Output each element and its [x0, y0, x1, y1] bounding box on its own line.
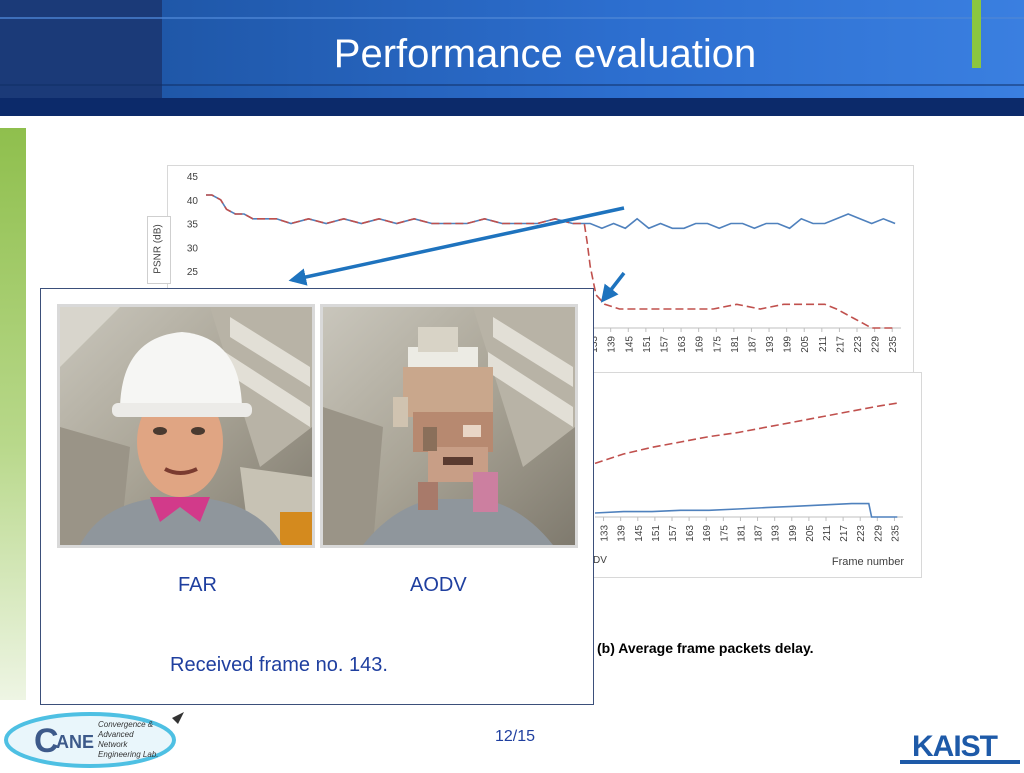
- page-number: 12/15: [494, 728, 536, 745]
- header-band: Performance evaluation: [0, 0, 1024, 116]
- x-tick-label: 205: [800, 336, 811, 353]
- header-gradient: [162, 0, 1024, 98]
- y-tick-label: 30: [187, 243, 199, 254]
- psnr-ylabel-box: [147, 216, 171, 284]
- cane-lab-logo: C ANE Convergence & Advanced Network Eng…: [4, 710, 204, 768]
- kaist-logo: KAIST: [912, 730, 998, 763]
- legend-entry: DV: [593, 555, 607, 566]
- far-worker-picture: [60, 307, 312, 545]
- x-tick-label: 193: [765, 336, 776, 353]
- x-tick-label: 235: [888, 336, 899, 353]
- aodv-label: AODV: [410, 574, 467, 596]
- x-tick-label: 163: [685, 525, 696, 542]
- delay-chart: 133 139 145 151 157 163 169 175 181 187 193 199 205 2…: [593, 402, 904, 568]
- received-frame-caption: Received frame no. 143.: [170, 654, 388, 676]
- y-tick-label: 35: [187, 220, 199, 231]
- x-tick-label: 169: [702, 525, 713, 542]
- logo-initials: ANE: [56, 732, 94, 752]
- x-tick-label: 151: [651, 525, 662, 542]
- header-dark-block: [0, 0, 162, 98]
- aodv-worker-picture: [323, 307, 575, 545]
- x-tick-label: 229: [873, 525, 884, 542]
- x-tick-label: 193: [771, 525, 782, 542]
- x-tick-label: 175: [712, 336, 723, 353]
- logo-line-2: Advanced: [97, 730, 134, 739]
- x-tick-label: 199: [788, 525, 799, 542]
- series-line-1: [594, 502, 898, 518]
- x-tick-label: 145: [624, 336, 635, 353]
- x-tick-label: 175: [719, 525, 730, 542]
- x-tick-label: 151: [642, 336, 653, 353]
- x-tick-label: 211: [818, 336, 829, 352]
- x-tick-label: 169: [695, 336, 706, 353]
- header-rule-top: [0, 17, 1024, 19]
- kaist-logo-underline: [900, 760, 1020, 764]
- x-tick-label: 139: [607, 336, 618, 353]
- logo-line-3: Network: [98, 740, 128, 749]
- x-tick-label: 181: [730, 336, 741, 353]
- x-tick-label: 187: [747, 336, 758, 353]
- x-tick-label: 139: [617, 525, 628, 542]
- x-tick-label: 157: [668, 525, 679, 542]
- x-tick-label: 145: [634, 525, 645, 542]
- y-tick-label: 25: [187, 267, 199, 278]
- x-tick-label: 205: [805, 525, 816, 542]
- x-tick-label: 187: [754, 525, 765, 542]
- delay-chart-frame: 133 139 145 151 157 163 169 175 181 187 193 199 205 2…: [590, 372, 922, 578]
- x-tick-label: 211: [822, 525, 833, 541]
- aodv-frame-image: [320, 304, 578, 548]
- y-tick-label: 45: [187, 172, 199, 183]
- x-tick-label: 181: [736, 525, 747, 542]
- x-tick-label: 223: [856, 525, 867, 542]
- x-axis-label: Frame number: [832, 556, 904, 568]
- logo-line-1: Convergence &: [98, 720, 153, 729]
- x-tick-label: 223: [853, 336, 864, 353]
- slide-title: Performance evaluation: [333, 32, 757, 76]
- svg-text:C: C: [34, 722, 59, 760]
- delay-chart-caption: (b) Average frame packets delay.: [597, 640, 814, 656]
- far-frame-image: [57, 304, 315, 548]
- header-bottom-strip: [0, 98, 1024, 116]
- x-tick-label: 133: [589, 336, 600, 353]
- x-tick-label: 235: [890, 525, 901, 542]
- far-label: FAR: [178, 574, 217, 596]
- x-tick-label: 217: [839, 525, 850, 542]
- x-tick-label: 157: [659, 336, 670, 353]
- x-tick-label: 133: [600, 525, 611, 542]
- psnr-ylabel: PSNR (dB): [147, 216, 169, 282]
- y-tick-label: 40: [187, 196, 199, 207]
- series-line-0: [594, 402, 898, 465]
- x-tick-label: 199: [783, 336, 794, 353]
- logo-line-4: Engineering Lab.: [98, 750, 159, 759]
- left-accent-bar: [0, 128, 26, 700]
- header-green-accent: [972, 0, 981, 68]
- header-rule-bottom: [0, 84, 1024, 86]
- psnr-ylabel-text: PSNR (dB): [152, 224, 164, 274]
- x-tick-label: 163: [677, 336, 688, 353]
- x-tick-label: 217: [835, 336, 846, 353]
- x-tick-label: 229: [871, 336, 882, 353]
- series-line-0: [206, 194, 896, 230]
